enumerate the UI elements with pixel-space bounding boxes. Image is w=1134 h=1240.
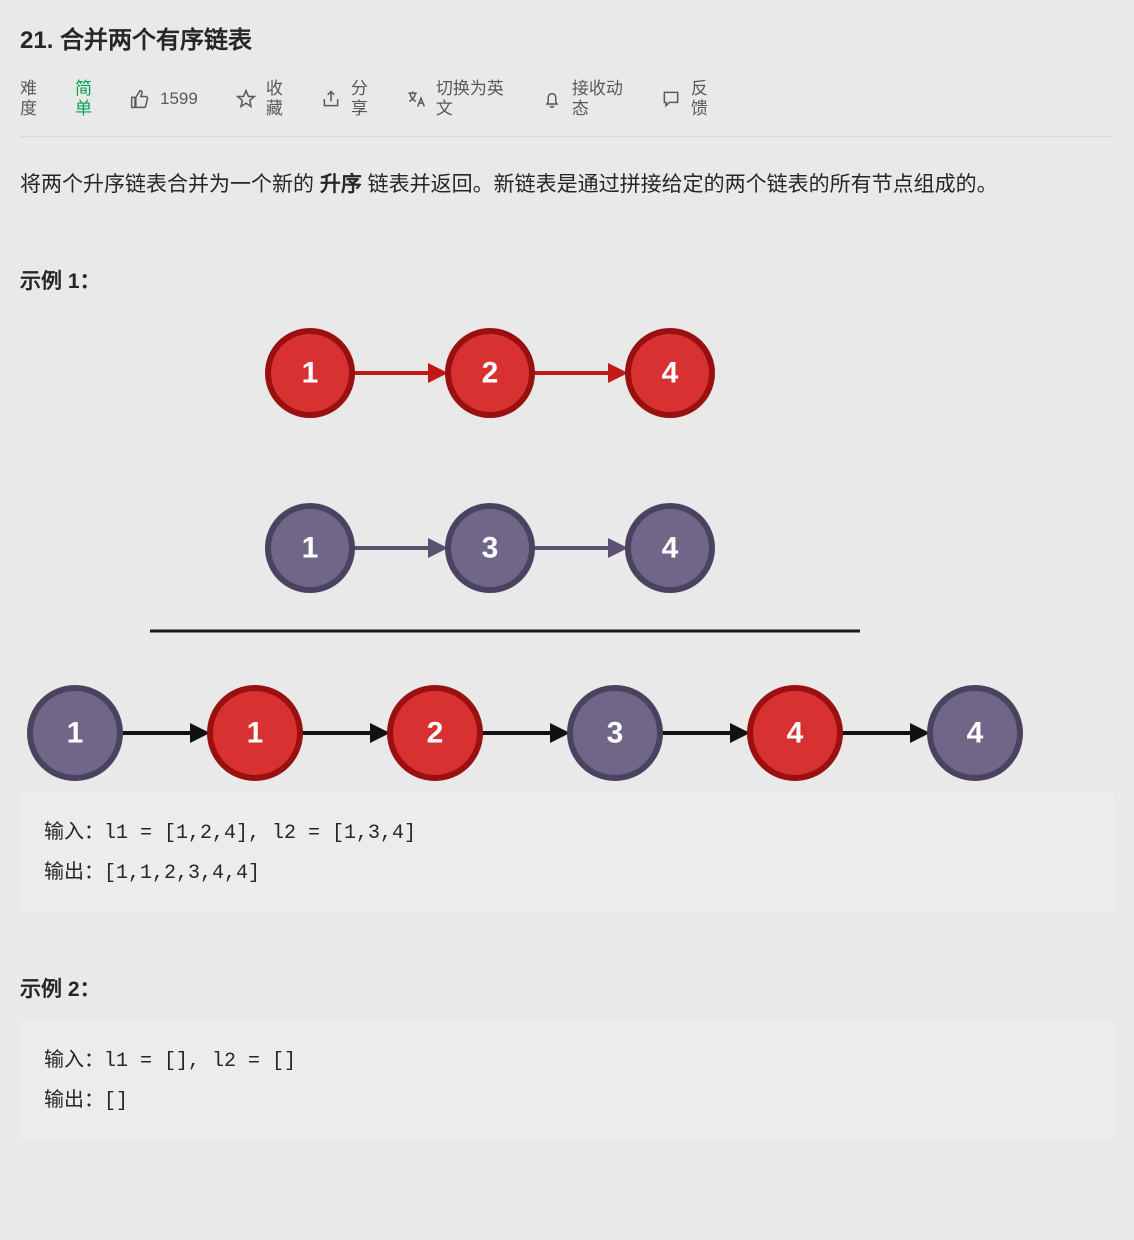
- feedback-button[interactable]: 反馈: [661, 79, 708, 118]
- notify-button[interactable]: 接收动态: [542, 79, 623, 118]
- translate-icon: [406, 89, 426, 109]
- star-icon: [236, 89, 256, 109]
- share-icon: [321, 89, 341, 109]
- svg-text:1: 1: [302, 531, 319, 564]
- example2-code: 输入：l1 = [], l2 = [] 输出：[]: [20, 1021, 1114, 1141]
- bell-icon: [542, 89, 562, 109]
- svg-text:2: 2: [482, 356, 499, 389]
- difficulty-label: 难度: [20, 79, 37, 118]
- example2-title: 示例 2：: [20, 973, 1114, 1003]
- svg-text:4: 4: [662, 531, 679, 564]
- linked-list-diagram: 1 2 4 1 3 4 1 1 2 3 4 4: [20, 313, 1114, 793]
- svg-text:4: 4: [967, 716, 984, 749]
- svg-text:3: 3: [482, 531, 499, 564]
- like-button[interactable]: 1599: [130, 89, 198, 109]
- difficulty-value: 简单: [75, 79, 92, 118]
- thumbs-up-icon: [130, 89, 150, 109]
- message-icon: [661, 89, 681, 109]
- language-switch-button[interactable]: 切换为英文: [406, 79, 504, 118]
- share-button[interactable]: 分享: [321, 79, 368, 118]
- like-count: 1599: [160, 89, 198, 109]
- svg-text:1: 1: [302, 356, 319, 389]
- svg-text:4: 4: [662, 356, 679, 389]
- svg-text:1: 1: [247, 716, 264, 749]
- svg-text:2: 2: [427, 716, 444, 749]
- svg-text:1: 1: [67, 716, 84, 749]
- favorite-button[interactable]: 收藏: [236, 79, 283, 118]
- example1-code: 输入：l1 = [1,2,4], l2 = [1,3,4] 输出：[1,1,2,…: [20, 793, 1114, 913]
- svg-text:4: 4: [787, 716, 804, 749]
- meta-bar: 难度 简单 1599 收藏 分享 切换为英文 接收动态 反馈: [20, 79, 1114, 137]
- svg-text:3: 3: [607, 716, 624, 749]
- problem-description: 将两个升序链表合并为一个新的 升序 链表并返回。新链表是通过拼接给定的两个链表的…: [20, 165, 1114, 205]
- page-title: 21. 合并两个有序链表: [20, 20, 1114, 55]
- example1-title: 示例 1：: [20, 265, 1114, 295]
